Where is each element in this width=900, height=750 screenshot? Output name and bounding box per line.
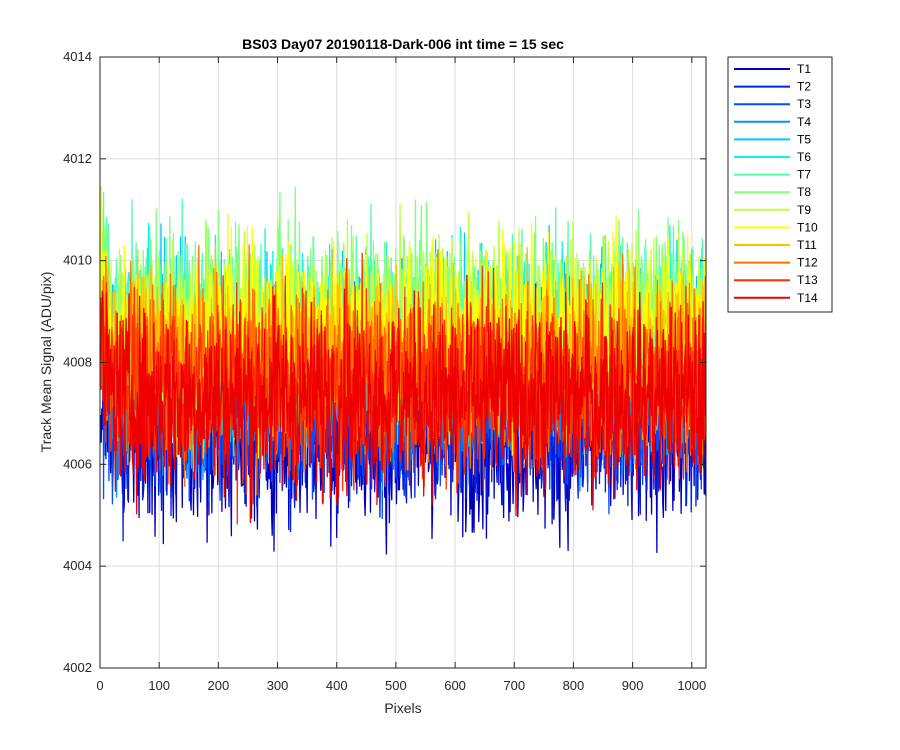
- legend-box: [727, 56, 833, 313]
- x-axis-label: Pixels: [384, 700, 421, 716]
- legend-entry: T12: [797, 256, 818, 270]
- x-tick-label: 700: [503, 678, 525, 693]
- legend-entry: T10: [797, 220, 818, 234]
- y-axis-ticks: 4002 4004 4006 4008 4010 4012 4014: [63, 49, 706, 675]
- x-tick-label: 0: [96, 678, 103, 693]
- y-tick-label: 4006: [63, 456, 92, 471]
- x-tick-label: 400: [326, 678, 348, 693]
- legend-entry: T6: [797, 150, 811, 164]
- legend-entry: T13: [797, 273, 818, 287]
- y-tick-label: 4002: [63, 660, 92, 675]
- x-tick-label: 300: [267, 678, 289, 693]
- x-tick-label: 800: [563, 678, 585, 693]
- chart-title: BS03 Day07 20190118-Dark-006 int time = …: [242, 36, 564, 52]
- y-axis-label: Track Mean Signal (ADU/pix): [38, 272, 54, 453]
- legend: T1 T2 T3 T4 T5 T6 T7 T8 T9 T10 T11 T12 T13 T14: [727, 56, 833, 313]
- x-tick-label: 500: [385, 678, 407, 693]
- legend-entry: T9: [797, 203, 811, 217]
- legend-entry: T1: [797, 62, 811, 76]
- y-tick-label: 4014: [63, 49, 92, 64]
- legend-entry: T5: [797, 132, 811, 146]
- x-tick-label: 200: [208, 678, 230, 693]
- y-tick-label: 4008: [63, 355, 92, 370]
- series-line-t14: [100, 274, 706, 524]
- legend-entry: T2: [797, 80, 811, 94]
- legend-entry: T3: [797, 97, 811, 111]
- legend-entry: T14: [797, 291, 818, 305]
- x-tick-label: 900: [622, 678, 644, 693]
- legend-entry: T7: [797, 168, 811, 182]
- x-tick-label: 600: [444, 678, 466, 693]
- y-tick-label: 4012: [63, 151, 92, 166]
- x-tick-label: 100: [148, 678, 170, 693]
- x-tick-label: 1000: [677, 678, 706, 693]
- legend-entry: T11: [797, 238, 817, 252]
- legend-entry: T4: [797, 115, 811, 129]
- legend-entry: T8: [797, 185, 811, 199]
- y-tick-label: 4004: [63, 558, 92, 573]
- series-layer: [100, 186, 706, 555]
- x-axis-ticks: 0 100 200 300 400 500 600 700 800 900 1000: [96, 57, 706, 693]
- y-tick-label: 4010: [63, 253, 92, 268]
